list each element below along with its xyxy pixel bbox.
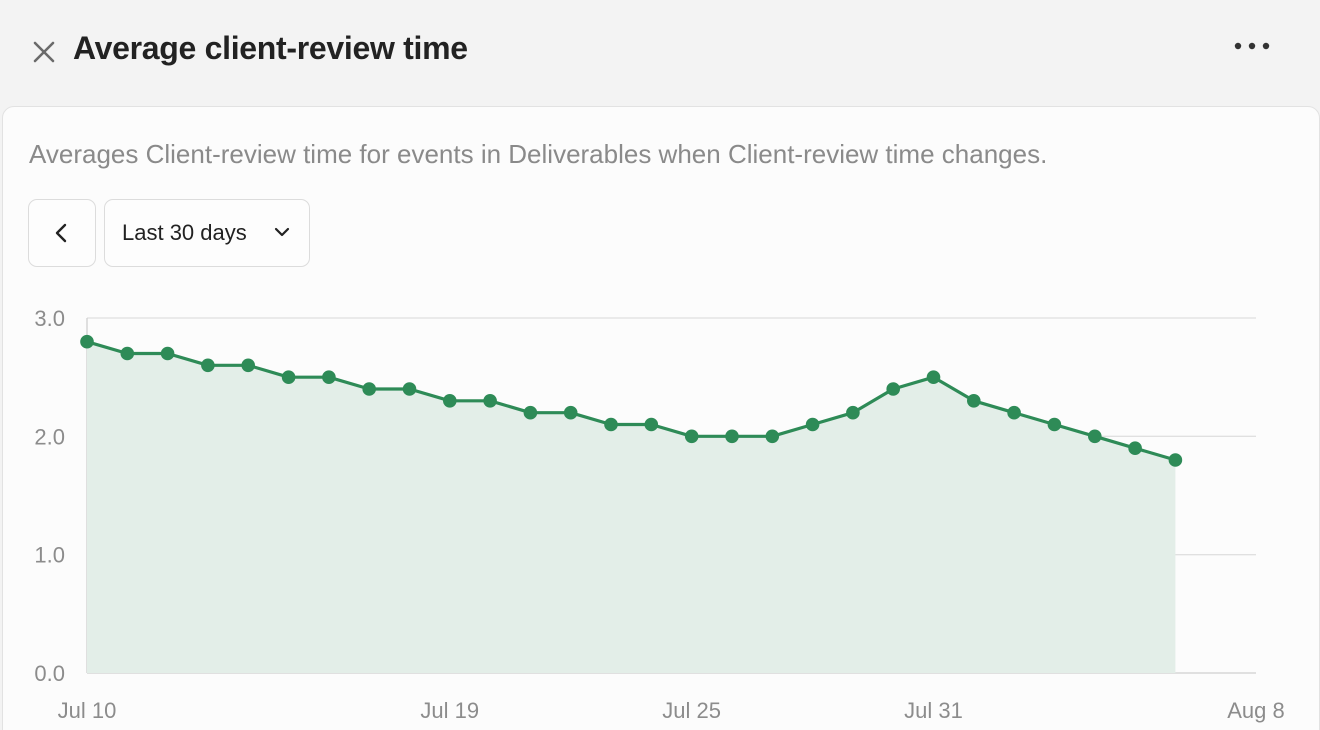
data-point [1128,441,1142,456]
data-point [1168,453,1183,467]
series-line [85,340,1178,462]
more-horizontal-icon [1234,42,1270,50]
page-title: Average client-review time [73,30,468,66]
x-tick-label: Aug 8 [1227,698,1285,723]
y-tick-label: 1.0 [34,543,65,568]
data-point [402,382,417,396]
data-point [684,429,699,444]
data-point [886,382,900,396]
data-point [765,429,780,444]
y-tick-label: 0.0 [34,661,65,686]
data-point [805,417,820,432]
chart-description: Averages Client-review time for events i… [29,139,1048,169]
x-tick-label: Jul 19 [420,698,479,723]
data-point [523,405,538,420]
data-point [281,370,296,385]
more-options-button[interactable] [1230,32,1274,60]
y-tick-label: 2.0 [34,424,65,449]
data-point [80,334,94,349]
y-tick-label: 3.0 [34,306,65,331]
close-icon [33,41,55,63]
x-tick-label: Jul 31 [904,698,963,723]
data-point [241,358,255,373]
chevron-left-icon [55,223,67,243]
data-point [322,370,336,385]
data-point [120,346,135,361]
data-point [846,405,860,420]
data-point [563,405,578,420]
data-point [443,394,457,408]
data-point [725,429,739,444]
data-point [483,394,497,408]
data-point [1047,417,1062,432]
data-point [1088,429,1102,444]
date-range-label: Last 30 days [122,220,247,245]
data-point [160,346,175,361]
data-point [201,358,215,373]
area-fill [87,341,1176,673]
date-range-select[interactable]: Last 30 days [104,199,310,267]
close-button[interactable] [28,36,60,68]
x-tick-label: Jul 10 [58,698,117,723]
data-point [1007,405,1021,420]
data-point [362,382,377,396]
data-point [604,417,618,432]
chevron-down-icon [274,227,290,237]
data-point [644,417,659,432]
x-tick-label: Jul 25 [662,698,721,723]
data-point [967,394,981,408]
back-button[interactable] [28,199,96,267]
header: Average client-review time [0,0,1320,105]
data-point [926,370,941,385]
